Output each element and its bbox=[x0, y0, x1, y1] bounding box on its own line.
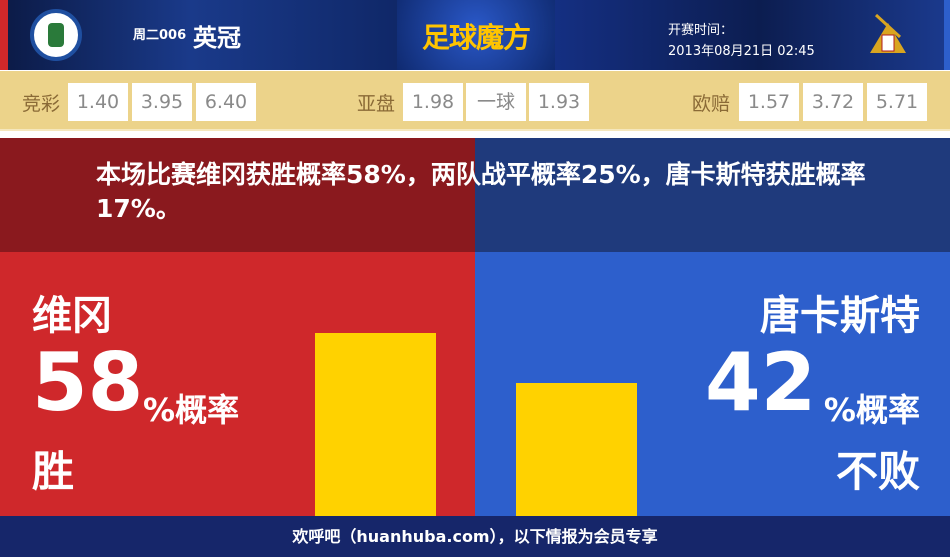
odds-bar: 竞彩 1.40 3.95 6.40 亚盘 1.98 一球 1.93 欧赔 1.5… bbox=[0, 71, 950, 131]
brand-panel: 足球魔方 bbox=[397, 0, 555, 70]
prediction-summary: 本场比赛维冈获胜概率58%，两队战平概率25%，唐卡斯特获胜概率17%。 bbox=[96, 160, 866, 223]
doncaster-crest-icon bbox=[870, 13, 906, 53]
red-edge bbox=[0, 0, 8, 70]
yapan-odd: 1.93 bbox=[529, 83, 589, 121]
kickoff-time: 2013年08月21日 02:45 bbox=[668, 44, 815, 59]
footer-notice: 欢呼吧（huanhuba.com），以下情报为会员专享 bbox=[0, 516, 950, 557]
home-percent-suffix: %概率 bbox=[143, 391, 240, 429]
home-outcome: 胜 bbox=[32, 447, 75, 496]
oupei-odd: 1.57 bbox=[739, 83, 799, 121]
home-probability-bar bbox=[315, 333, 436, 516]
blue-edge bbox=[944, 0, 950, 70]
jingcai-odd: 3.95 bbox=[132, 83, 192, 121]
oupei-label: 欧赔 bbox=[692, 93, 731, 115]
summary-bg-home bbox=[0, 138, 475, 252]
league-name: 英冠 bbox=[193, 24, 241, 52]
jingcai-odd: 6.40 bbox=[196, 83, 256, 121]
yapan-label: 亚盘 bbox=[357, 93, 396, 115]
away-probability-bar bbox=[516, 383, 637, 516]
away-percent: 42 bbox=[705, 336, 817, 429]
away-team-name: 唐卡斯特 bbox=[760, 293, 920, 339]
match-number: 周二006 bbox=[133, 28, 187, 43]
home-team-name: 维冈 bbox=[32, 293, 112, 339]
kickoff-label: 开赛时间： bbox=[668, 23, 734, 38]
yapan-handicap: 一球 bbox=[466, 83, 526, 121]
home-team-logo bbox=[30, 9, 82, 61]
away-team-logo bbox=[862, 9, 914, 61]
summary-bg-away bbox=[475, 138, 950, 252]
jingcai-label: 竞彩 bbox=[22, 93, 61, 115]
oupei-odd: 3.72 bbox=[803, 83, 863, 121]
yapan-odd: 1.98 bbox=[403, 83, 463, 121]
brand-logo: 足球魔方 bbox=[421, 21, 531, 54]
away-outcome: 不败 bbox=[835, 447, 920, 496]
away-percent-suffix: %概率 bbox=[823, 391, 920, 429]
oupei-odd: 5.71 bbox=[867, 83, 927, 121]
jingcai-odd: 1.40 bbox=[68, 83, 128, 121]
home-percent: 58 bbox=[32, 336, 144, 429]
